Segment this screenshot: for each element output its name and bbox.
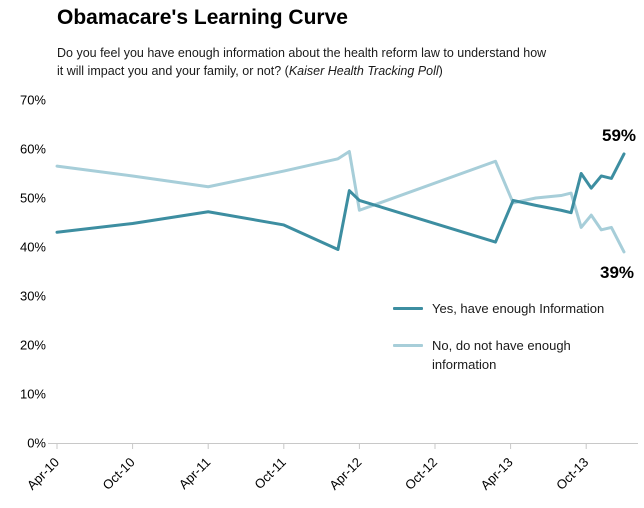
y-axis-tick-label: 50% [20,191,46,206]
y-axis-tick-label: 60% [20,142,46,157]
y-axis-tick-label: 30% [20,289,46,304]
page-title: Obamacare's Learning Curve [57,6,348,29]
subtitle-text: Do you feel you have enough information … [57,46,547,79]
legend-item-no: No, do not have enough information [393,337,608,375]
x-axis-tick-label: Oct-11 [251,455,289,493]
subtitle-suffix: ) [438,64,443,79]
x-axis-tick-label: Apr-13 [478,455,516,493]
end-label-yes: 59% [602,126,636,145]
y-axis-tick-label: 70% [20,93,46,108]
series-line-yes [55,152,626,251]
legend: Yes, have enough Information No, do not … [393,300,608,393]
y-axis-tick-label: 40% [20,240,46,255]
x-axis-tick-label: Apr-10 [24,455,62,493]
subtitle-source-italic: Kaiser Health Tracking Poll [288,64,439,79]
legend-swatch-no [393,343,423,347]
y-axis-tick-label: 0% [27,436,46,451]
x-axis-tick-label: Apr-12 [326,455,364,493]
end-label-no: 39% [600,263,634,282]
x-axis-tick-label: Oct-12 [402,455,440,493]
chart-subtitle: Do you feel you have enough information … [57,44,547,80]
x-axis-tick-label: Oct-13 [553,455,591,493]
x-axis-tick-label: Apr-11 [176,455,214,493]
x-axis-tick-label: Oct-10 [100,455,138,493]
legend-swatch-yes [393,307,423,310]
legend-label-yes: Yes, have enough Information [432,301,605,316]
legend-item-yes: Yes, have enough Information [393,300,608,319]
y-axis-tick-label: 20% [20,338,46,353]
legend-label-no: No, do not have enough information [432,337,571,372]
y-axis-tick-label: 10% [20,387,46,402]
